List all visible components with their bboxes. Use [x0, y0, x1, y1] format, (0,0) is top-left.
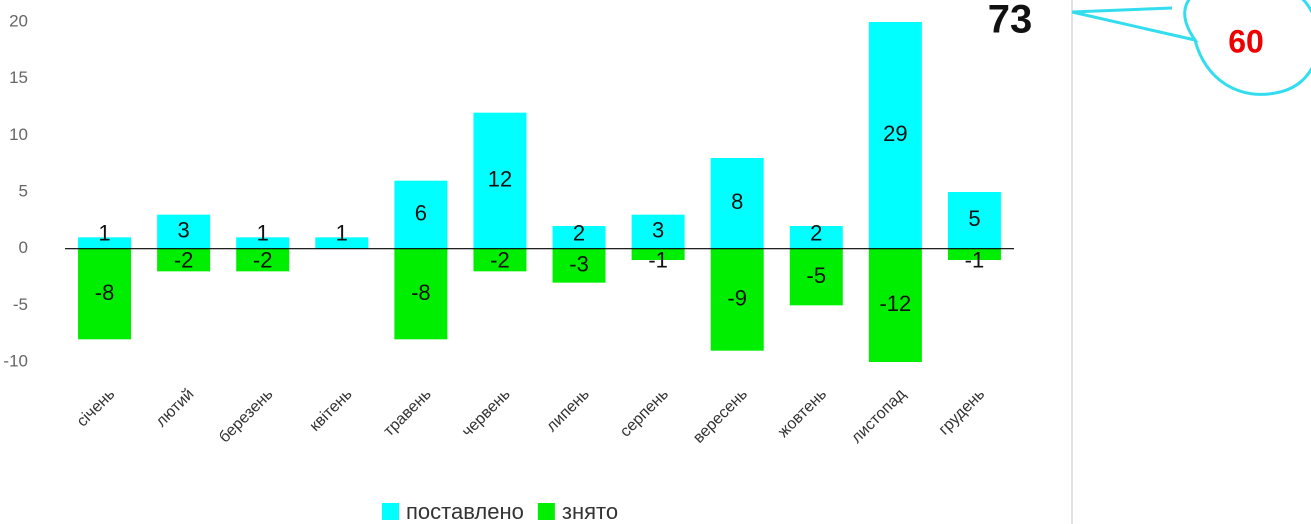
plot-area	[78, 22, 1001, 362]
data-label: 8	[731, 189, 743, 214]
x-tick-label: січень	[74, 386, 119, 431]
y-tick-label: 5	[19, 181, 28, 200]
bar	[789, 248, 843, 306]
data-label: 1	[98, 220, 110, 245]
data-label: -12	[879, 291, 911, 316]
x-tick-label: травень	[381, 386, 435, 440]
bar	[78, 237, 132, 249]
bar	[947, 192, 1001, 249]
y-tick-label: -10	[3, 351, 28, 370]
bar	[473, 248, 527, 272]
data-label: 6	[415, 200, 427, 225]
x-tick-label: липень	[543, 386, 593, 436]
bar	[394, 180, 448, 249]
annotation: 73	[988, 0, 1033, 42]
bar	[394, 248, 448, 340]
x-tick-label: квітень	[307, 386, 356, 435]
x-tick-label: серпень	[617, 386, 672, 441]
data-label: 3	[652, 217, 664, 242]
bar	[710, 248, 764, 351]
data-label: -3	[569, 251, 589, 276]
y-tick-label: 15	[9, 68, 28, 87]
bar	[473, 112, 527, 249]
legend-swatch	[382, 503, 399, 520]
data-label: -1	[648, 247, 668, 272]
bar	[631, 248, 685, 260]
bar	[315, 237, 369, 249]
bar	[789, 226, 843, 249]
x-tick-label: грудень	[936, 386, 989, 439]
data-label: 2	[573, 220, 585, 245]
bar	[552, 226, 606, 249]
x-tick-label: вересень	[690, 386, 751, 447]
bar	[947, 248, 1001, 260]
data-label: 12	[488, 166, 512, 191]
bar	[157, 248, 211, 272]
bar	[710, 158, 764, 249]
data-label: 5	[968, 206, 980, 231]
data-label: -8	[411, 280, 431, 305]
data-label: 29	[883, 121, 907, 146]
bar	[236, 237, 290, 249]
y-tick-label: 0	[19, 238, 28, 257]
x-tick-label: червень	[459, 386, 514, 441]
data-label: -2	[174, 247, 194, 272]
legend-label: поставлено	[406, 499, 524, 524]
data-label: -2	[253, 247, 273, 272]
bar	[552, 248, 606, 283]
data-label: -9	[727, 285, 747, 310]
y-tick-label: 10	[9, 125, 28, 144]
annotation: 60	[1228, 23, 1264, 59]
x-tick-label: березень	[216, 386, 277, 447]
bar	[157, 214, 211, 249]
callout-bubble	[1071, 0, 1311, 96]
bar	[78, 248, 132, 340]
data-label: 1	[257, 220, 269, 245]
x-tick-label: листопад	[848, 385, 909, 446]
data-label: -1	[965, 247, 985, 272]
bar	[236, 248, 290, 272]
data-label: 3	[178, 217, 190, 242]
legend-swatch	[537, 503, 555, 520]
callout-tail	[1071, 6, 1173, 14]
data-label: 1	[336, 220, 348, 245]
y-tick-label: -5	[13, 295, 28, 314]
data-label: 2	[810, 220, 822, 245]
data-label: -8	[95, 280, 115, 305]
bar	[631, 214, 685, 249]
y-tick-label: 20	[9, 11, 28, 30]
bar	[868, 248, 922, 362]
data-label: -5	[807, 263, 827, 288]
legend-label: знято	[562, 499, 618, 524]
bar	[868, 22, 922, 249]
data-label: -2	[490, 247, 510, 272]
x-tick-label: лютий	[153, 386, 198, 431]
x-tick-label: жовтень	[775, 386, 830, 441]
